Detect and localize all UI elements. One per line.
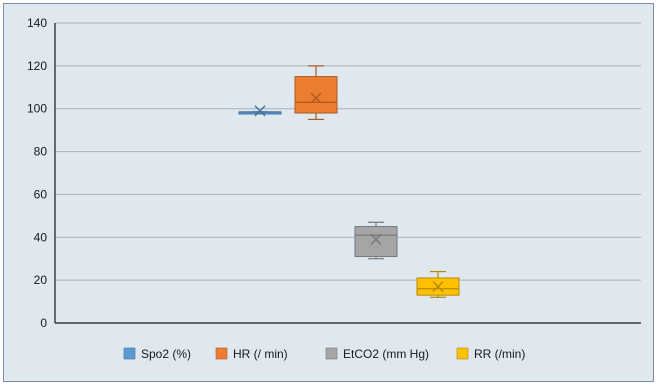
y-tick-label-20: 20 <box>34 273 48 287</box>
y-tick-label-140: 140 <box>27 16 47 30</box>
y-tick-labels: 0 20 40 60 80 100 120 140 <box>27 16 47 330</box>
chart-frame: 0 20 40 60 80 100 120 140 Spo2 (%) HR (/ min) EtC… <box>3 3 654 382</box>
mean-marker-b <box>310 92 322 104</box>
legend-swatch-rr-min <box>456 347 469 360</box>
box-etco2-mm-hg <box>354 221 398 260</box>
y-tick-label-80: 80 <box>34 145 48 159</box>
y-tick-label-100: 100 <box>27 102 47 116</box>
y-tick-label-40: 40 <box>34 230 48 244</box>
box-hr-min <box>294 65 338 121</box>
legend-label-spo2: Spo2 (%) <box>141 347 191 361</box>
mean-marker-b <box>370 233 382 245</box>
boxes <box>238 65 460 298</box>
legend-swatch-etco2-mm-hg <box>325 347 338 360</box>
axes <box>54 23 641 324</box>
legend-swatch-spo2 <box>123 347 136 360</box>
mean-marker-b <box>254 105 266 117</box>
legend-label-etco2-mm-hg: EtCO2 (mm Hg) <box>343 347 429 361</box>
box-spo2 <box>238 105 282 117</box>
legend: Spo2 (%) HR (/ min) EtCO2 (mm Hg) RR (/min) <box>123 347 525 361</box>
legend-label-hr-min: HR (/ min) <box>233 347 288 361</box>
y-tick-label-0: 0 <box>40 316 47 330</box>
grid-lines <box>55 22 641 281</box>
box-iqr <box>354 226 398 258</box>
y-tick-label-120: 120 <box>27 59 47 73</box>
box-rr-min <box>416 270 460 298</box>
legend-label-rr-min: RR (/min) <box>474 347 525 361</box>
y-tick-label-60: 60 <box>34 187 48 201</box>
legend-swatch-hr-min <box>215 347 228 360</box>
box-plot-chart: 0 20 40 60 80 100 120 140 Spo2 (%) HR (/ min) EtC… <box>27 16 641 361</box>
mean-marker-b <box>432 281 444 293</box>
box-iqr <box>294 76 338 114</box>
